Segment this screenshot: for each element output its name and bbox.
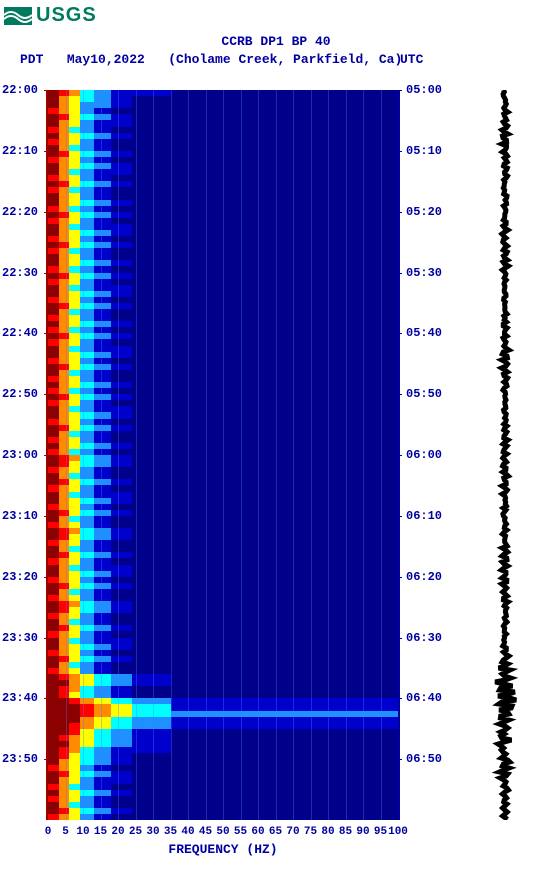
x-tick: 30 (146, 826, 159, 838)
y-right-tick: 05:00 (406, 83, 442, 97)
x-tick: 10 (76, 826, 89, 838)
y-right-tick: 06:10 (406, 509, 442, 523)
y-left-tick: 23:40 (2, 691, 38, 705)
chart-title: CCRB DP1 BP 40 (0, 34, 552, 49)
y-left-tick: 23:10 (2, 509, 38, 523)
tz-left-label: PDT (20, 52, 43, 67)
y-left-tick: 23:50 (2, 752, 38, 766)
y-right-tick: 06:20 (406, 570, 442, 584)
y-right-tick: 06:00 (406, 448, 442, 462)
x-tick: 5 (62, 826, 69, 838)
x-tick: 80 (321, 826, 334, 838)
x-tick: 25 (129, 826, 142, 838)
y-right-tick: 05:30 (406, 266, 442, 280)
chart-subtitle: PDT May10,2022 (Cholame Creek, Parkfield… (20, 52, 450, 67)
y-left-tick: 23:20 (2, 570, 38, 584)
usgs-wave-icon (4, 7, 32, 25)
y-left-tick: 22:40 (2, 326, 38, 340)
usgs-logo: USGS (4, 4, 97, 27)
y-right-tick: 05:50 (406, 387, 442, 401)
x-tick: 55 (234, 826, 247, 838)
y-right-tick: 05:10 (406, 144, 442, 158)
x-tick: 0 (45, 826, 52, 838)
x-tick: 15 (94, 826, 107, 838)
y-right-tick: 06:30 (406, 631, 442, 645)
x-tick: 50 (216, 826, 229, 838)
y-left-tick: 22:50 (2, 387, 38, 401)
y-axis-left: 22:0022:1022:2022:3022:4022:5023:0023:10… (2, 90, 46, 820)
usgs-logo-text: USGS (36, 4, 97, 27)
x-tick: 35 (164, 826, 177, 838)
spectrogram-plot (48, 90, 398, 820)
x-tick: 65 (269, 826, 282, 838)
seismogram-trace (490, 90, 520, 820)
y-right-tick: 06:40 (406, 691, 442, 705)
y-right-tick: 06:50 (406, 752, 442, 766)
y-left-tick: 22:20 (2, 205, 38, 219)
x-tick: 100 (388, 826, 408, 838)
x-axis-label: FREQUENCY (HZ) (48, 842, 398, 857)
x-tick: 75 (304, 826, 317, 838)
y-left-tick: 22:00 (2, 83, 38, 97)
x-tick: 95 (374, 826, 387, 838)
x-tick: 70 (286, 826, 299, 838)
y-axis-right: 05:0005:1005:2005:3005:4005:5006:0006:10… (404, 90, 448, 820)
date-label: May10,2022 (67, 52, 145, 67)
y-left-tick: 22:30 (2, 266, 38, 280)
y-left-tick: 23:30 (2, 631, 38, 645)
x-tick: 85 (339, 826, 352, 838)
x-tick: 60 (251, 826, 264, 838)
y-right-tick: 05:40 (406, 326, 442, 340)
location-label: (Cholame Creek, Parkfield, Ca) (168, 52, 402, 67)
x-tick: 20 (111, 826, 124, 838)
y-right-tick: 05:20 (406, 205, 442, 219)
tz-right-label: UTC (400, 52, 423, 67)
y-left-tick: 23:00 (2, 448, 38, 462)
x-tick: 90 (356, 826, 369, 838)
x-tick: 45 (199, 826, 212, 838)
x-tick: 40 (181, 826, 194, 838)
y-left-tick: 22:10 (2, 144, 38, 158)
